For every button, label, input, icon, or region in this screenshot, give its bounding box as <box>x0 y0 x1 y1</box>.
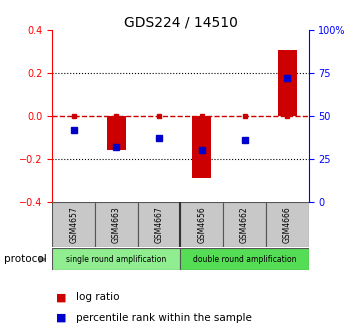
Text: double round amplification: double round amplification <box>193 255 296 263</box>
Text: percentile rank within the sample: percentile rank within the sample <box>76 312 252 323</box>
Bar <box>192 116 212 178</box>
Bar <box>278 49 297 116</box>
Bar <box>52 202 95 247</box>
Text: GSM4662: GSM4662 <box>240 206 249 243</box>
Bar <box>180 202 223 247</box>
Bar <box>52 248 180 270</box>
Text: ■: ■ <box>56 292 66 302</box>
Text: GSM4666: GSM4666 <box>283 206 292 243</box>
Bar <box>138 202 180 247</box>
Text: GSM4667: GSM4667 <box>155 206 164 243</box>
Text: GSM4657: GSM4657 <box>69 206 78 243</box>
Bar <box>95 202 138 247</box>
Bar <box>223 202 266 247</box>
Text: GSM4663: GSM4663 <box>112 206 121 243</box>
Title: GDS224 / 14510: GDS224 / 14510 <box>123 15 238 29</box>
Text: ■: ■ <box>56 312 66 323</box>
Text: log ratio: log ratio <box>76 292 119 302</box>
Text: single round amplification: single round amplification <box>66 255 166 263</box>
Text: protocol: protocol <box>4 254 46 264</box>
Bar <box>180 248 309 270</box>
Bar <box>107 116 126 150</box>
Bar <box>266 202 309 247</box>
Text: GSM4656: GSM4656 <box>197 206 206 243</box>
